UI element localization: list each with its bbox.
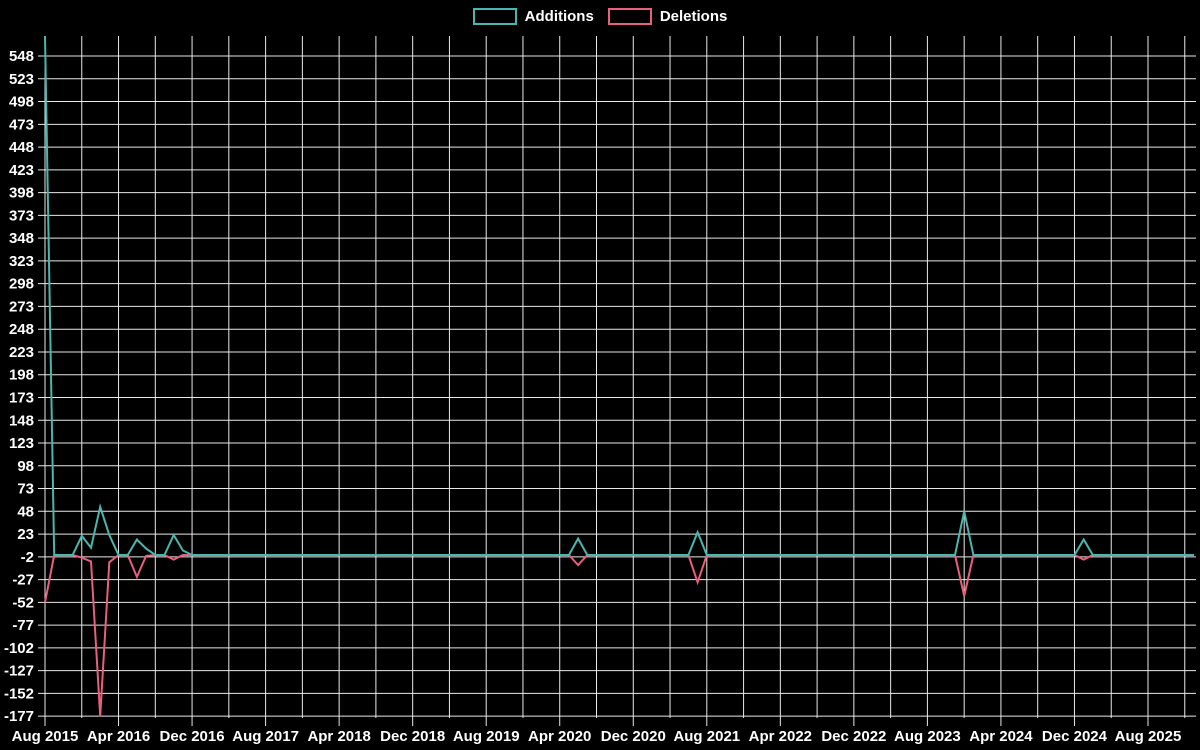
y-tick-label: 223 [9,344,34,361]
y-tick-label: 423 [9,162,34,179]
y-tick-label: 498 [9,94,34,111]
x-tick-label: Dec 2024 [1042,728,1108,745]
y-tick-label: -177 [4,708,34,725]
y-tick-label: 48 [17,503,34,520]
y-tick-label: 248 [9,321,34,338]
x-tick-label: Dec 2018 [380,728,445,745]
x-tick-label: Apr 2018 [307,728,370,745]
y-tick-label: 273 [9,298,34,315]
y-tick-label: 448 [9,139,34,156]
additions-swatch [472,8,517,25]
y-tick-label: 198 [9,367,34,384]
y-tick-label: 298 [9,276,34,293]
x-tick-label: Dec 2022 [821,728,886,745]
x-tick-label: Aug 2019 [453,728,520,745]
legend-item-additions[interactable]: Additions [472,7,594,26]
x-tick-label: Apr 2020 [528,728,591,745]
y-tick-label: 73 [17,481,34,498]
additions-line [44,35,1194,556]
y-tick-label: 98 [17,458,34,475]
y-tick-label: -2 [21,549,34,566]
x-tick-label: Aug 2015 [12,728,79,745]
y-tick-label: -77 [12,617,34,634]
legend-label-additions: Additions [524,8,594,25]
y-tick-label: 548 [9,48,34,65]
x-tick-label: Apr 2022 [749,728,812,745]
y-tick-label: -102 [4,640,34,657]
y-tick-label: 173 [9,389,34,406]
y-tick-label: 23 [17,526,34,543]
y-tick-label: 323 [9,253,34,270]
x-tick-label: Aug 2021 [673,728,740,745]
y-tick-label: -52 [12,594,34,611]
deletions-swatch [607,8,652,25]
y-tick-label: 123 [9,435,34,452]
x-tick-label: Apr 2024 [969,728,1033,745]
y-tick-label: 398 [9,185,34,202]
x-tick-label: Aug 2025 [1115,728,1182,745]
x-tick-label: Aug 2017 [232,728,299,745]
y-tick-label: 148 [9,412,34,429]
x-tick-label: Dec 2016 [160,728,225,745]
legend-label-deletions: Deletions [659,8,728,25]
y-tick-label: 373 [9,207,34,224]
y-tick-label: -27 [12,572,34,589]
x-tick-label: Aug 2023 [894,728,961,745]
y-tick-label: 523 [9,71,34,88]
y-tick-label: -152 [4,685,34,702]
y-tick-label: -127 [4,663,34,680]
x-tick-label: Dec 2020 [601,728,666,745]
x-tick-label: Apr 2016 [87,728,150,745]
y-tick-label: 473 [9,116,34,133]
y-tick-label: 348 [9,230,34,247]
chart-legend: Additions Deletions [0,7,1200,26]
legend-item-deletions[interactable]: Deletions [607,7,728,26]
